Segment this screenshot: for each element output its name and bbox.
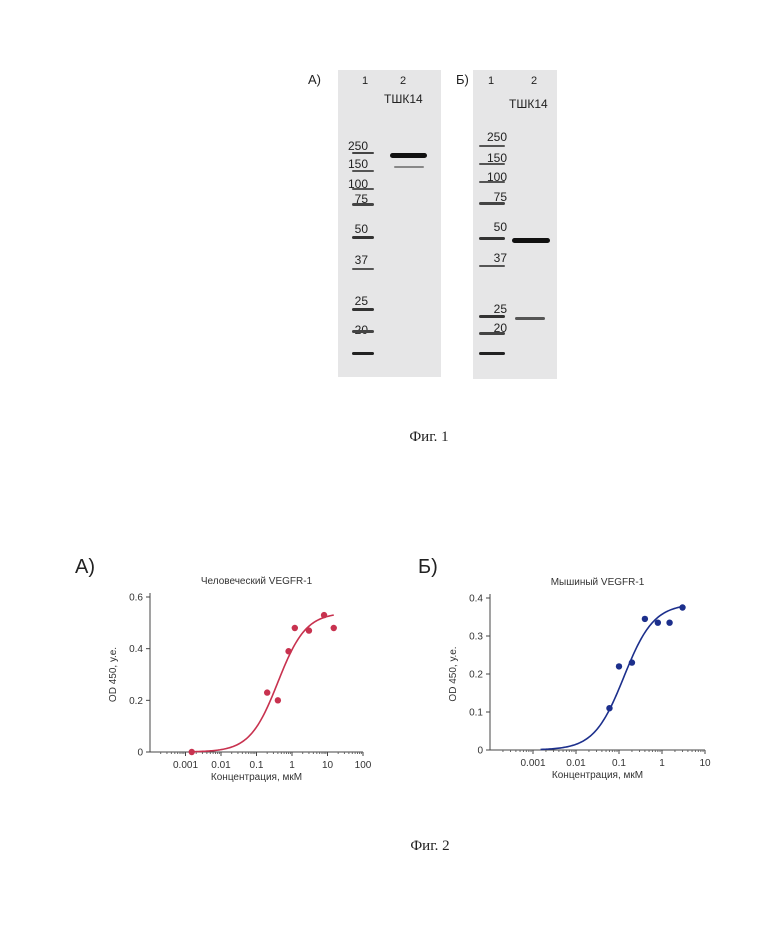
gel-b-ladder-band — [479, 163, 505, 165]
gel-a-marker-250: 250 — [334, 139, 368, 153]
figure-1-caption: Фиг. 1 — [369, 429, 489, 446]
gel-b-marker-50: 50 — [473, 220, 507, 234]
data-point — [679, 604, 685, 610]
y-tick-label: 0.4 — [469, 594, 483, 605]
gel-b-marker-25: 25 — [473, 302, 507, 316]
x-tick-label: 10 — [322, 760, 334, 771]
gel-a-letter: А) — [308, 72, 321, 87]
gel-b-ladder-band — [479, 237, 505, 240]
data-point — [606, 705, 612, 711]
y-tick-label: 0.6 — [129, 593, 143, 604]
y-tick-label: 0 — [137, 748, 143, 759]
gel-a-marker-37: 37 — [334, 253, 368, 267]
gel-b-lane-1-label: 1 — [488, 75, 494, 87]
gel-a-lane-2-label: 2 — [400, 75, 406, 87]
data-point — [616, 663, 622, 669]
data-point — [642, 616, 648, 622]
x-tick-label: 100 — [355, 760, 372, 771]
fit-curve — [192, 615, 334, 752]
gel-a-ladder-band — [352, 330, 374, 333]
y-axis-label: OD 450, у.е. — [108, 647, 119, 702]
gel-a-lane-1-label: 1 — [362, 75, 368, 87]
y-axis-label: OD 450, у.е. — [448, 646, 459, 701]
data-point — [629, 659, 635, 665]
gel-b-ladder-band — [479, 315, 505, 318]
x-axis-label: Концентрация, мкМ — [552, 770, 643, 781]
figure-2-caption: Фиг. 2 — [370, 838, 490, 855]
gel-a-marker-150: 150 — [334, 157, 368, 171]
y-tick-label: 0 — [477, 746, 483, 757]
gel-b-ladder-band — [479, 332, 505, 335]
gel-a-ladder-band — [352, 236, 374, 239]
y-tick-label: 0.4 — [129, 644, 143, 655]
x-tick-label: 1 — [659, 758, 665, 769]
y-tick-label: 0.1 — [469, 708, 483, 719]
gel-b-ladder-band — [479, 202, 505, 205]
y-tick-label: 0.2 — [469, 670, 483, 681]
gel-a-sample-band — [394, 166, 424, 168]
gel-a-marker-50: 50 — [334, 222, 368, 236]
x-tick-label: 10 — [699, 758, 711, 769]
gel-b-marker-250: 250 — [473, 130, 507, 144]
gel-a-marker-25: 25 — [334, 294, 368, 308]
x-tick-label: 0.01 — [211, 760, 231, 771]
data-point — [285, 648, 291, 654]
gel-b-sample-band — [512, 238, 550, 243]
gel-b-sample-band — [515, 317, 545, 320]
data-point — [655, 620, 661, 626]
gel-b-ladder-band — [479, 265, 505, 267]
gel-a-ladder-band — [352, 152, 374, 154]
gel-b-letter: Б) — [456, 72, 469, 87]
x-tick-label: 0.1 — [612, 758, 626, 769]
gel-a-ladder-band — [352, 170, 374, 172]
data-point — [264, 689, 270, 695]
gel-b-marker-37: 37 — [473, 251, 507, 265]
x-tick-label: 0.001 — [173, 760, 198, 771]
x-tick-label: 0.01 — [566, 758, 586, 769]
data-point — [275, 697, 281, 703]
x-tick-label: 0.001 — [520, 758, 545, 769]
y-tick-label: 0.2 — [129, 696, 143, 707]
data-point — [189, 749, 195, 755]
data-point — [331, 625, 337, 631]
gel-b-ladder-band — [479, 145, 505, 147]
gel-a-sample-label: ТШК14 — [384, 92, 423, 106]
x-axis-label: Концентрация, мкМ — [211, 772, 302, 783]
chart-human-vegfr1: Человеческий VEGFR-1 0 0.2 0.4 0.6 0.001 0.01 0… — [90, 565, 390, 805]
gel-b: 1 2 ТШК14 250 150 100 75 50 37 25 20 — [473, 70, 557, 379]
data-point — [666, 620, 672, 626]
y-tick-label: 0.3 — [469, 632, 483, 643]
data-point — [292, 625, 298, 631]
gel-a-ladder-band — [352, 188, 374, 190]
gel-a-ladder-band — [352, 352, 374, 355]
gel-a: 1 2 ТШК14 250 150 100 75 50 37 25 20 — [338, 70, 441, 377]
gel-a-ladder-band — [352, 268, 374, 270]
chart-title: Человеческий VEGFR-1 — [201, 576, 313, 587]
data-point — [321, 612, 327, 618]
gel-b-ladder-band — [479, 352, 505, 355]
fit-curve — [541, 607, 683, 750]
gel-b-sample-label: ТШК14 — [509, 97, 548, 111]
chart-title: Мышиный VEGFR-1 — [551, 577, 645, 588]
gel-b-lane-2-label: 2 — [531, 75, 537, 87]
data-point — [306, 627, 312, 633]
gel-a-ladder-band — [352, 203, 374, 206]
x-tick-label: 1 — [289, 760, 295, 771]
gel-a-sample-band — [390, 153, 427, 158]
x-tick-label: 0.1 — [250, 760, 264, 771]
gel-a-ladder-band — [352, 308, 374, 311]
gel-b-ladder-band — [479, 181, 505, 183]
chart-mouse-vegfr1: Мышиный VEGFR-1 0 0.1 0.2 0.3 0.4 0.001 0.01 0.1… — [430, 565, 730, 805]
